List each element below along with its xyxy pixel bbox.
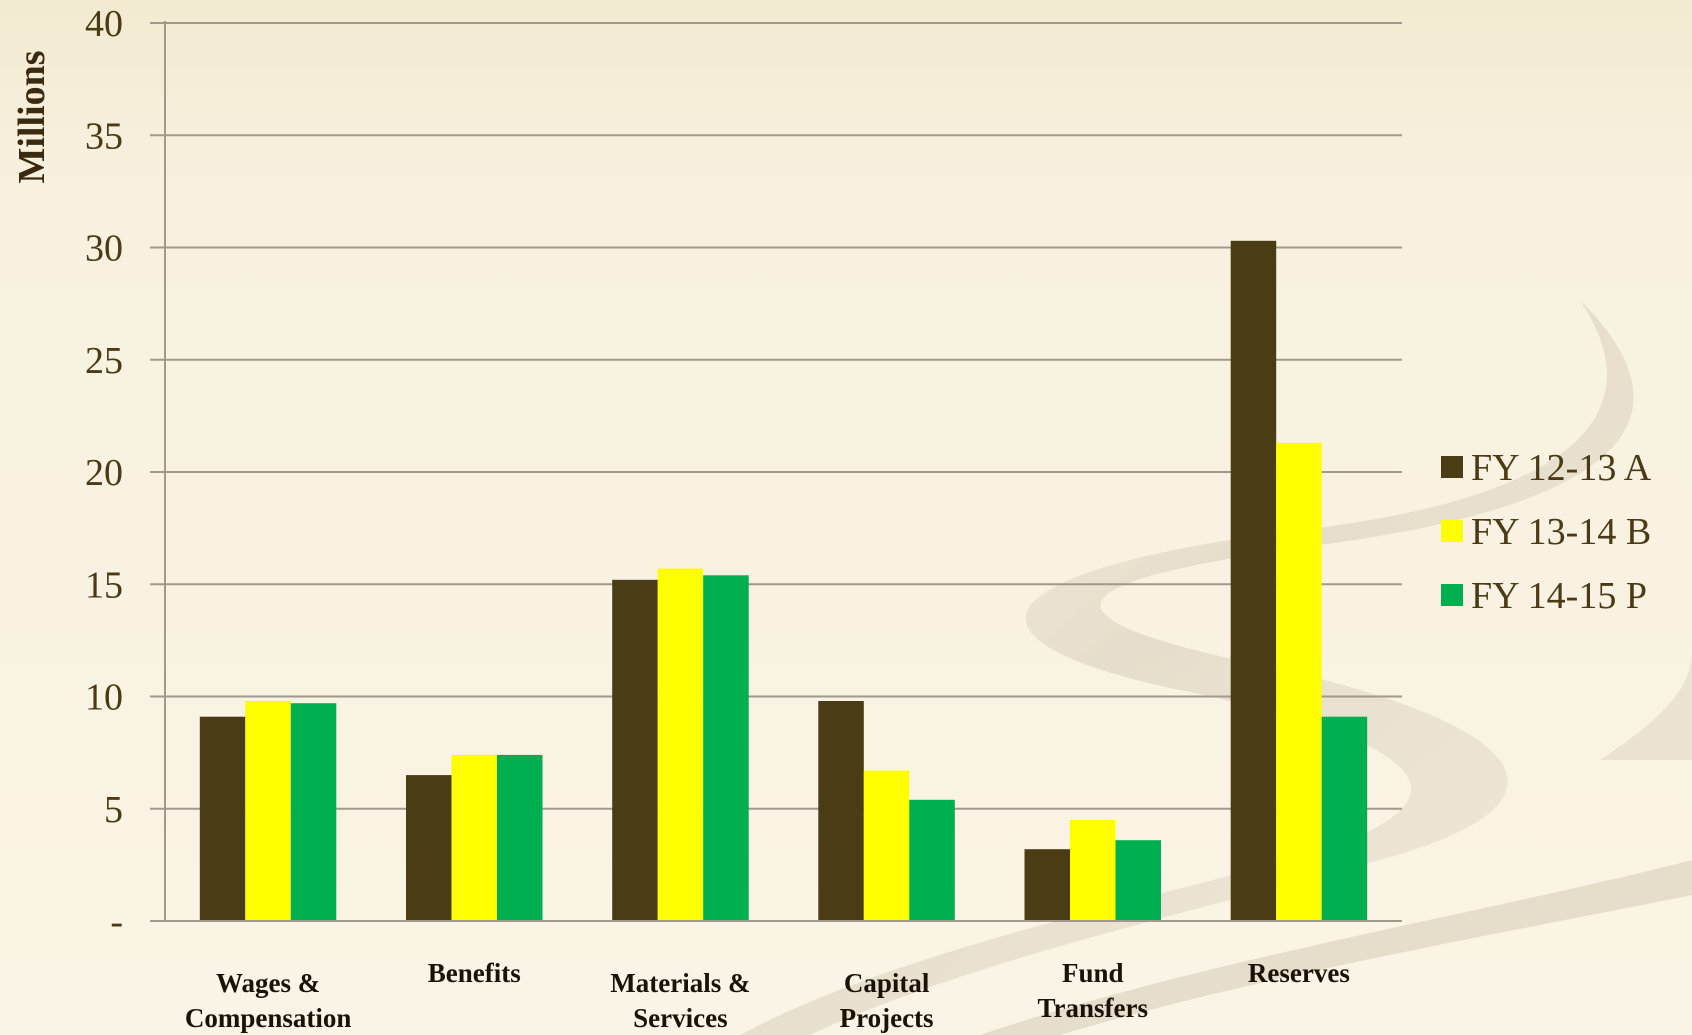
- bar-series2-cat1: [497, 754, 543, 921]
- y-tick-label-5: 5: [104, 789, 123, 831]
- bar-series0-cat4: [1024, 849, 1070, 921]
- bar-series2-cat4: [1115, 840, 1161, 921]
- bar-series1-cat2: [657, 568, 704, 921]
- x-category-label-5: Reserves: [1248, 958, 1350, 988]
- legend-label-2: FY 14-15 P: [1471, 575, 1647, 617]
- bar-series2-cat5: [1321, 716, 1368, 921]
- x-category-label-4: Fund Transfers: [1038, 958, 1148, 1023]
- legend-label-0: FY 12-13 A: [1471, 447, 1652, 489]
- x-category-label-2: Materials & Services: [610, 968, 750, 1033]
- y-tick-label-35: 35: [85, 115, 123, 157]
- y-tick-label-25: 25: [85, 340, 123, 382]
- legend-swatch-0: [1441, 456, 1463, 478]
- bar-series2-cat2: [703, 575, 749, 921]
- y-tick-label-40: 40: [85, 3, 123, 45]
- y-tick-label-0: -: [110, 901, 123, 943]
- axes: [150, 21, 1402, 922]
- bar-series1-cat4: [1070, 820, 1116, 921]
- bar-series2-cat0: [290, 703, 337, 921]
- bar-series0-cat2: [612, 579, 658, 921]
- y-axis-title: Millions: [11, 50, 53, 183]
- x-category-label-line: Transfers: [1038, 993, 1148, 1023]
- legend: FY 12-13 A FY 13-14 B FY 14-15 P: [1441, 447, 1652, 617]
- y-tick-label-10: 10: [85, 677, 123, 719]
- bar-series1-cat1: [451, 754, 497, 921]
- legend-swatch-1: [1441, 520, 1463, 542]
- bar-series0-cat0: [199, 716, 246, 921]
- y-tick-label-20: 20: [85, 452, 123, 494]
- bars: [199, 240, 1368, 922]
- background-swirl-decoration: [740, 300, 1692, 1035]
- gridlines: [150, 22, 1402, 810]
- bar-series1-cat0: [245, 701, 291, 921]
- bar-series1-cat5: [1276, 442, 1322, 921]
- x-axis-category-labels: Wages & Compensation Benefits Materials & Se…: [185, 958, 1350, 1033]
- x-category-label-3: Capital Projects: [840, 968, 934, 1033]
- y-axis-tick-labels: - 5 10 15 20 25 30 35 40: [85, 3, 123, 943]
- bar-series0-cat1: [406, 775, 452, 921]
- legend-label-1: FY 13-14 B: [1471, 511, 1651, 553]
- x-category-label-line: Reserves: [1248, 958, 1350, 988]
- x-category-label-line: Compensation: [185, 1003, 352, 1033]
- x-category-label-0: Wages & Compensation: [185, 968, 352, 1033]
- y-tick-label-30: 30: [85, 228, 123, 270]
- x-category-label-line: Materials &: [610, 968, 750, 998]
- bar-series2-cat3: [909, 799, 955, 921]
- legend-swatch-2: [1441, 584, 1463, 606]
- x-category-label-line: Capital: [844, 968, 930, 998]
- bar-series0-cat3: [818, 701, 864, 921]
- x-category-label-1: Benefits: [428, 958, 521, 988]
- x-category-label-line: Services: [633, 1003, 727, 1033]
- x-category-label-line: Projects: [840, 1003, 934, 1033]
- y-tick-label-15: 15: [85, 564, 123, 606]
- bar-series0-cat5: [1230, 240, 1277, 922]
- x-category-label-line: Fund: [1062, 958, 1124, 988]
- x-category-label-line: Wages &: [216, 968, 320, 998]
- x-category-label-line: Benefits: [428, 958, 521, 988]
- bar-series1-cat3: [863, 770, 910, 921]
